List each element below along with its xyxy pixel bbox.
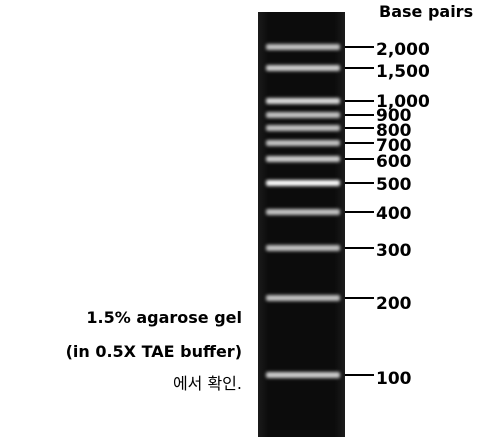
bp-label-500: 500 [376, 175, 412, 195]
band-600 [266, 156, 340, 162]
band-2000 [266, 44, 340, 50]
band-500 [266, 180, 340, 186]
gel-lane [258, 12, 345, 437]
bp-label-1500: 1,500 [376, 62, 430, 82]
band-700 [266, 140, 340, 146]
bp-label-800: 800 [376, 121, 412, 141]
caption-line-2: (in 0.5X TAE buffer) [65, 342, 242, 361]
bp-label-200: 200 [376, 294, 412, 314]
band-800 [266, 125, 340, 131]
bp-label-400: 400 [376, 204, 412, 224]
bp-label-1000: 1,000 [376, 92, 430, 112]
bp-label-100: 100 [376, 369, 412, 389]
bp-label-2000: 2,000 [376, 40, 430, 60]
band-100 [266, 372, 340, 378]
ladder-bands [266, 44, 340, 378]
band-400 [266, 209, 340, 215]
caption-line-1: 1.5% agarose gel [86, 308, 242, 327]
band-200 [266, 295, 340, 301]
band-1000 [266, 98, 340, 104]
bp-label-700: 700 [376, 136, 412, 156]
caption-line-3: 에서 확인. [172, 374, 242, 393]
bp-label-900: 900 [376, 106, 412, 126]
base-pairs-header: Base pairs [379, 2, 474, 21]
band-1500 [266, 65, 340, 71]
bp-label-300: 300 [376, 241, 412, 261]
band-900 [266, 112, 340, 118]
marker-ticks [345, 46, 374, 376]
band-300 [266, 245, 340, 251]
bp-label-600: 600 [376, 152, 412, 172]
